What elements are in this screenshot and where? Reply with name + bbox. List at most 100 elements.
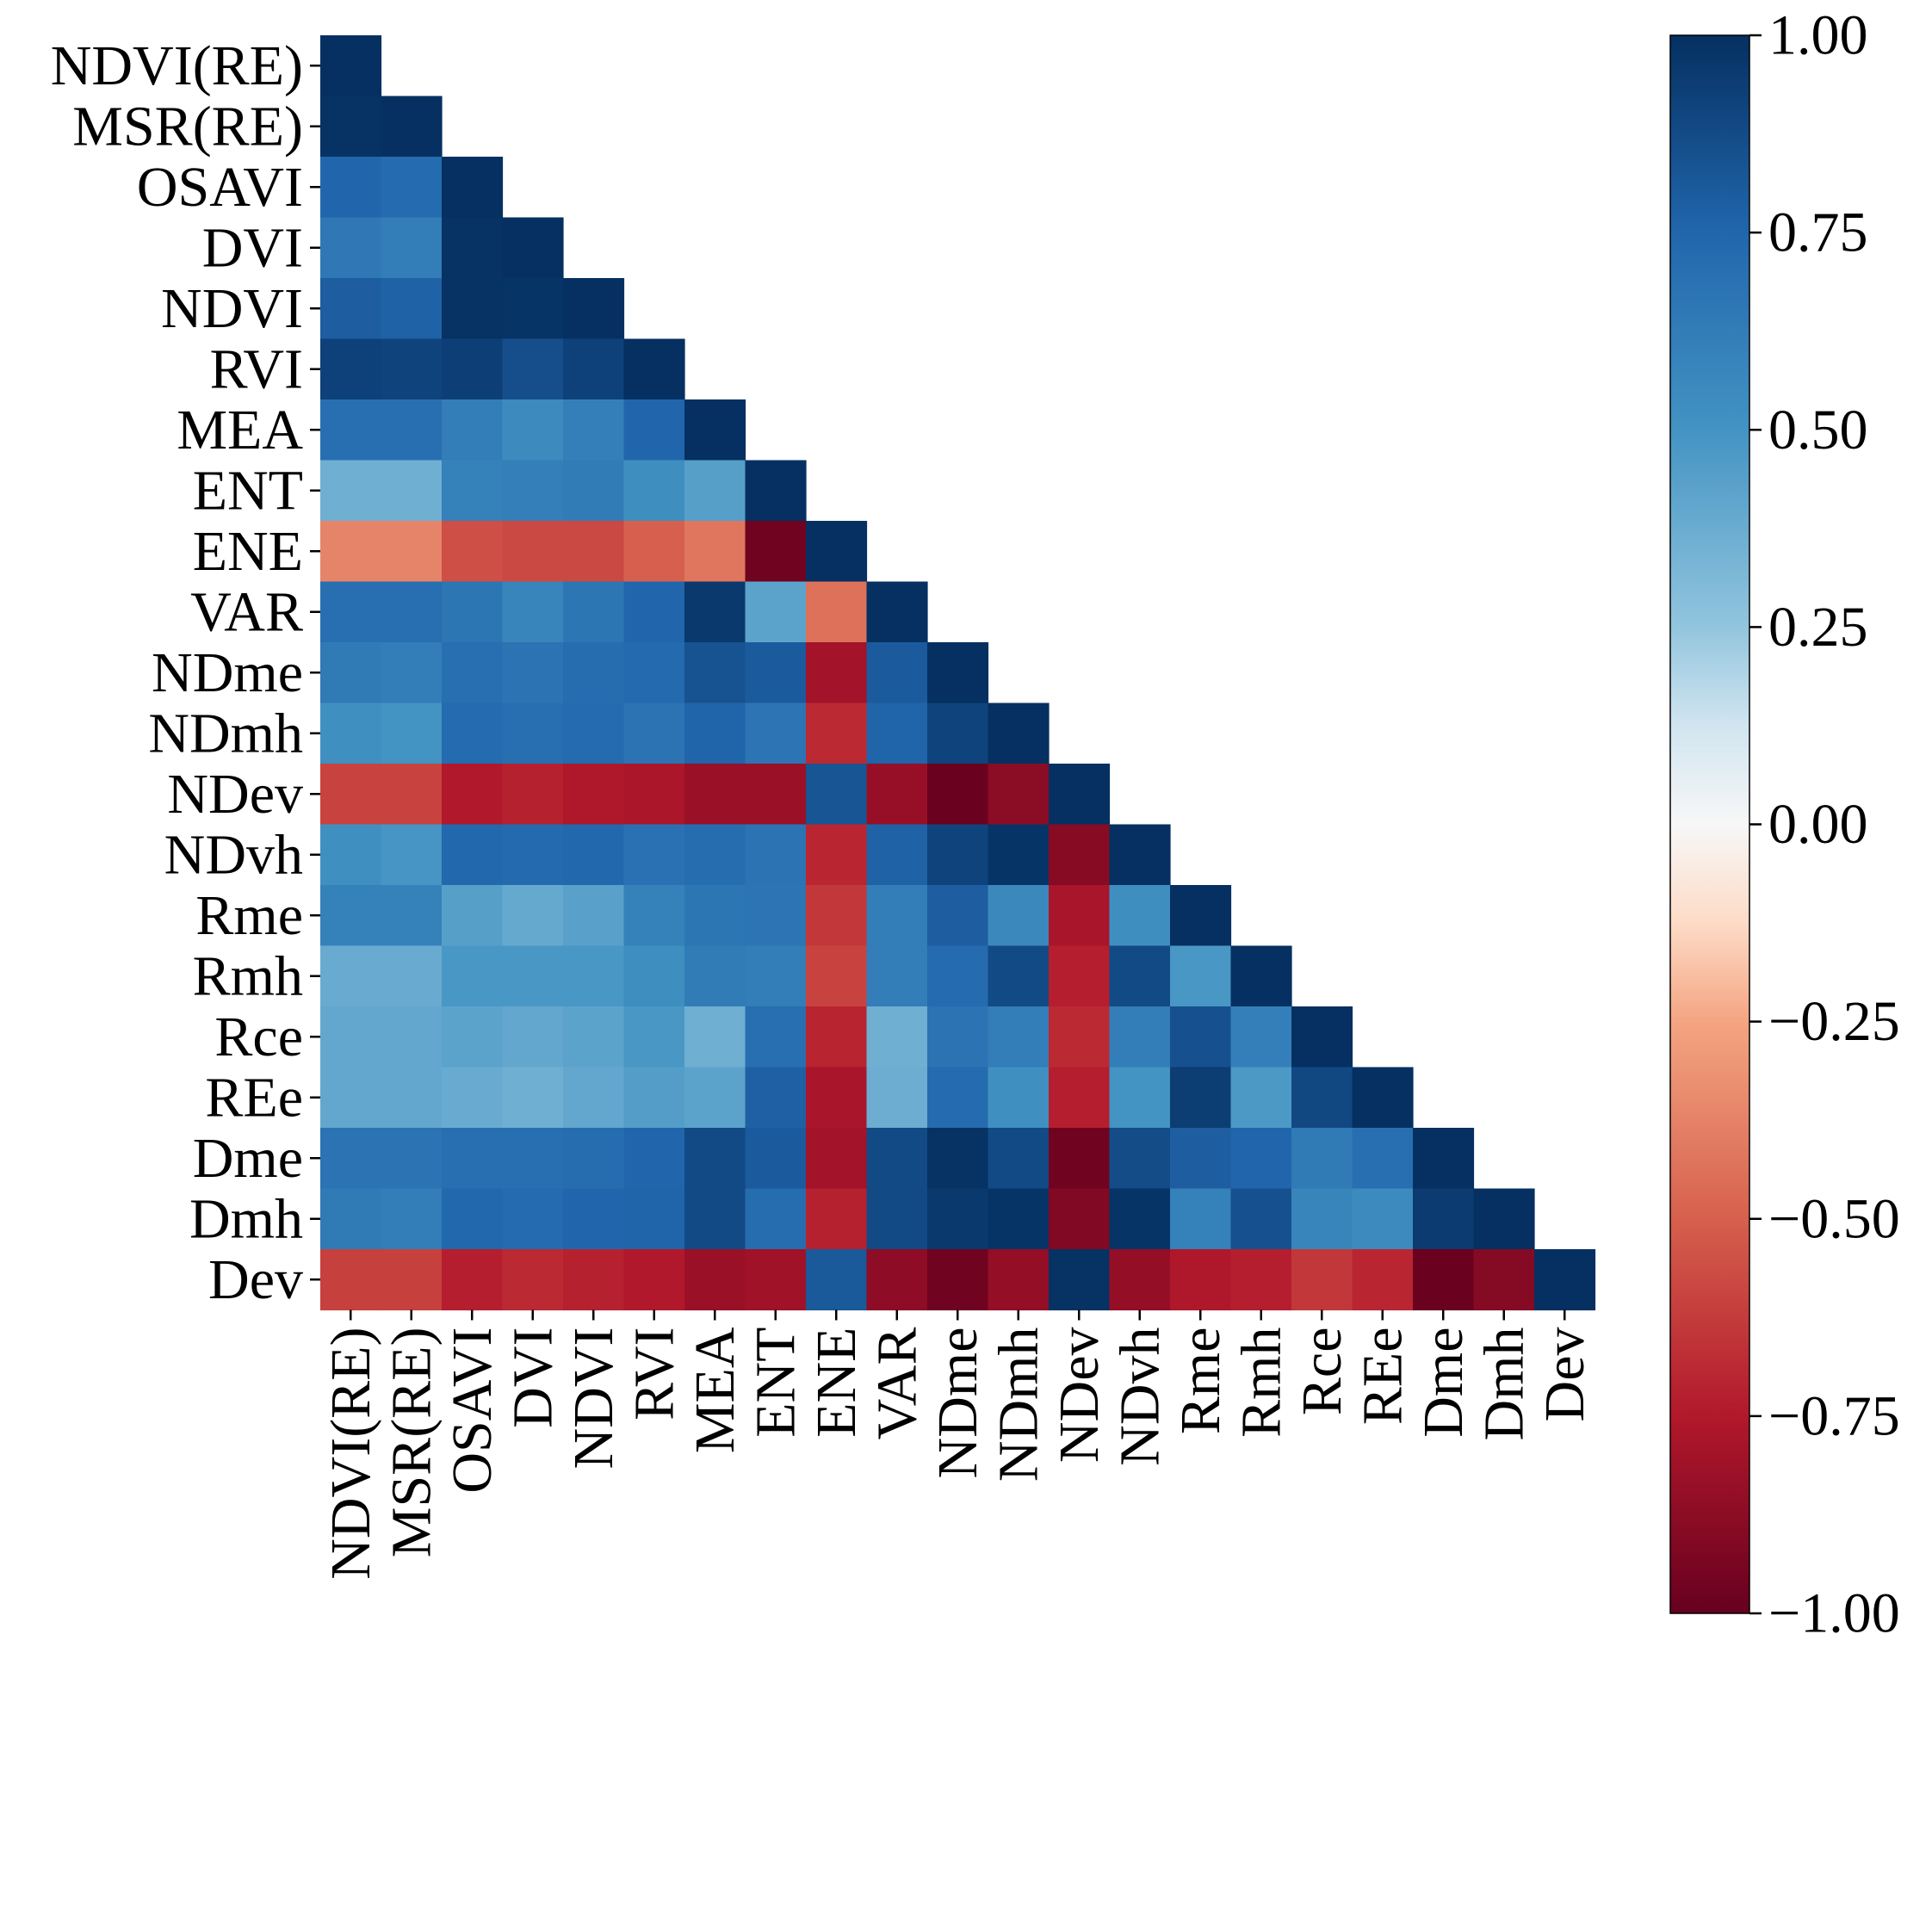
x-tick-label: DVI xyxy=(501,1328,564,1428)
heatmap-cell-6-0 xyxy=(320,399,382,461)
heatmap-cell-16-4 xyxy=(563,1006,625,1068)
y-tick-label: NDev xyxy=(167,763,303,826)
heatmap-cell-14-3 xyxy=(502,885,564,947)
heatmap-cell-14-0 xyxy=(320,885,382,947)
heatmap-cell-12-5 xyxy=(623,764,685,826)
heatmap-cell-13-9 xyxy=(866,824,928,886)
heatmap-cell-16-7 xyxy=(745,1006,807,1068)
heatmap-cell-16-8 xyxy=(806,1006,868,1068)
heatmap-cell-9-0 xyxy=(320,581,382,643)
heatmap-cell-14-14 xyxy=(1170,885,1232,947)
heatmap-cell-15-10 xyxy=(927,945,989,1007)
heatmap-cell-4-4 xyxy=(563,278,625,340)
heatmap-cell-13-8 xyxy=(806,824,868,886)
heatmap-cell-20-3 xyxy=(502,1249,564,1311)
heatmap-cell-19-19 xyxy=(1473,1188,1535,1250)
heatmap-cell-10-1 xyxy=(381,642,443,704)
heatmap-cell-5-2 xyxy=(442,338,504,400)
x-tick-label: MSR(RE) xyxy=(380,1328,443,1558)
heatmap-cell-13-11 xyxy=(988,824,1050,886)
x-tick-label: RVI xyxy=(622,1328,685,1421)
y-tick-label: MSR(RE) xyxy=(72,95,303,158)
heatmap-cell-12-7 xyxy=(745,764,807,826)
x-tick-label: ENT xyxy=(744,1328,807,1438)
y-tick-label: NDVI xyxy=(161,277,303,340)
heatmap-cell-13-7 xyxy=(745,824,807,886)
heatmap-cell-6-4 xyxy=(563,399,625,461)
heatmap-cell-8-0 xyxy=(320,521,382,583)
heatmap-cell-8-2 xyxy=(442,521,504,583)
x-tick-label: Dme xyxy=(1412,1328,1475,1438)
x-tick-label: NDev xyxy=(1048,1328,1111,1464)
heatmap-cell-14-1 xyxy=(381,885,443,947)
heatmap-cell-20-15 xyxy=(1230,1249,1292,1311)
heatmap-cell-11-9 xyxy=(866,703,928,764)
heatmap-cell-16-0 xyxy=(320,1006,382,1068)
heatmap-cell-11-1 xyxy=(381,703,443,764)
heatmap-cell-6-6 xyxy=(684,399,746,461)
colorbar-tick-label: 0.50 xyxy=(1768,399,1868,461)
heatmap-cell-17-16 xyxy=(1291,1067,1353,1129)
y-tick-label: Rme xyxy=(195,884,303,947)
heatmap-cell-15-7 xyxy=(745,945,807,1007)
heatmap-cell-14-5 xyxy=(623,885,685,947)
colorbar-gradient xyxy=(1669,34,1750,1614)
heatmap-cell-3-3 xyxy=(502,217,564,279)
heatmap-cell-19-3 xyxy=(502,1188,564,1250)
heatmap-cell-8-7 xyxy=(745,521,807,583)
heatmap-cell-7-0 xyxy=(320,460,382,522)
heatmap-cell-8-3 xyxy=(502,521,564,583)
heatmap-cell-11-3 xyxy=(502,703,564,764)
x-tick-label: OSAVI xyxy=(441,1328,504,1494)
heatmap-cell-5-4 xyxy=(563,338,625,400)
heatmap-cell-18-1 xyxy=(381,1128,443,1190)
heatmap-cell-13-12 xyxy=(1049,824,1111,886)
heatmap-cell-9-3 xyxy=(502,581,564,643)
heatmap-cell-18-6 xyxy=(684,1128,746,1190)
x-tick-label: Rmh xyxy=(1229,1328,1292,1438)
x-tick-label: Rce xyxy=(1291,1328,1353,1416)
heatmap-cell-15-5 xyxy=(623,945,685,1007)
y-tick-label: ENT xyxy=(193,459,303,522)
heatmap-cell-7-3 xyxy=(502,460,564,522)
heatmap-cell-12-9 xyxy=(866,764,928,826)
heatmap-cell-12-8 xyxy=(806,764,868,826)
heatmap-cell-17-5 xyxy=(623,1067,685,1129)
heatmap-cell-19-7 xyxy=(745,1188,807,1250)
heatmap-cell-13-0 xyxy=(320,824,382,886)
heatmap-cell-17-4 xyxy=(563,1067,625,1129)
heatmap-cell-17-9 xyxy=(866,1067,928,1129)
heatmap-cell-14-10 xyxy=(927,885,989,947)
colorbar: 1.00 0.75 0.50 0.25 0.00 −0.25 −0.50 −0.75 −1.00 xyxy=(1669,4,1900,1645)
heatmap-cell-11-11 xyxy=(988,703,1050,764)
heatmap-cell-16-5 xyxy=(623,1006,685,1068)
colorbar-tick-label: −0.75 xyxy=(1768,1384,1900,1447)
x-tick-label: NDmh xyxy=(987,1328,1050,1482)
heatmap-cell-8-5 xyxy=(623,521,685,583)
heatmap-cell-10-5 xyxy=(623,642,685,704)
x-axis: NDVI(RE)MSR(RE)OSAVIDVINDVIRVIMEAENTENEV… xyxy=(319,1309,1596,1580)
colorbar-tick-label: 1.00 xyxy=(1768,4,1868,67)
y-tick-label: NDme xyxy=(152,641,303,704)
heatmap-cell-20-8 xyxy=(806,1249,868,1311)
heatmap-cell-18-16 xyxy=(1291,1128,1353,1190)
heatmap-cell-10-4 xyxy=(563,642,625,704)
heatmap-cell-7-4 xyxy=(563,460,625,522)
heatmap-cell-3-0 xyxy=(320,217,382,279)
heatmap-cell-17-1 xyxy=(381,1067,443,1129)
y-tick-label: RVI xyxy=(210,337,303,400)
heatmap-cell-10-8 xyxy=(806,642,868,704)
heatmap-cell-13-6 xyxy=(684,824,746,886)
colorbar-tick-label: −0.50 xyxy=(1768,1187,1900,1250)
heatmap-cell-13-1 xyxy=(381,824,443,886)
heatmap-cell-17-6 xyxy=(684,1067,746,1129)
heatmap-cell-17-2 xyxy=(442,1067,504,1129)
x-tick-label: NDme xyxy=(926,1328,989,1479)
heatmap-cell-20-5 xyxy=(623,1249,685,1311)
colorbar-tick-label: 0.25 xyxy=(1768,596,1868,659)
heatmap-cell-14-4 xyxy=(563,885,625,947)
heatmap-cell-20-10 xyxy=(927,1249,989,1311)
heatmap-cell-13-4 xyxy=(563,824,625,886)
x-tick-label: ENE xyxy=(805,1328,868,1438)
x-tick-label: Dmh xyxy=(1472,1328,1535,1441)
